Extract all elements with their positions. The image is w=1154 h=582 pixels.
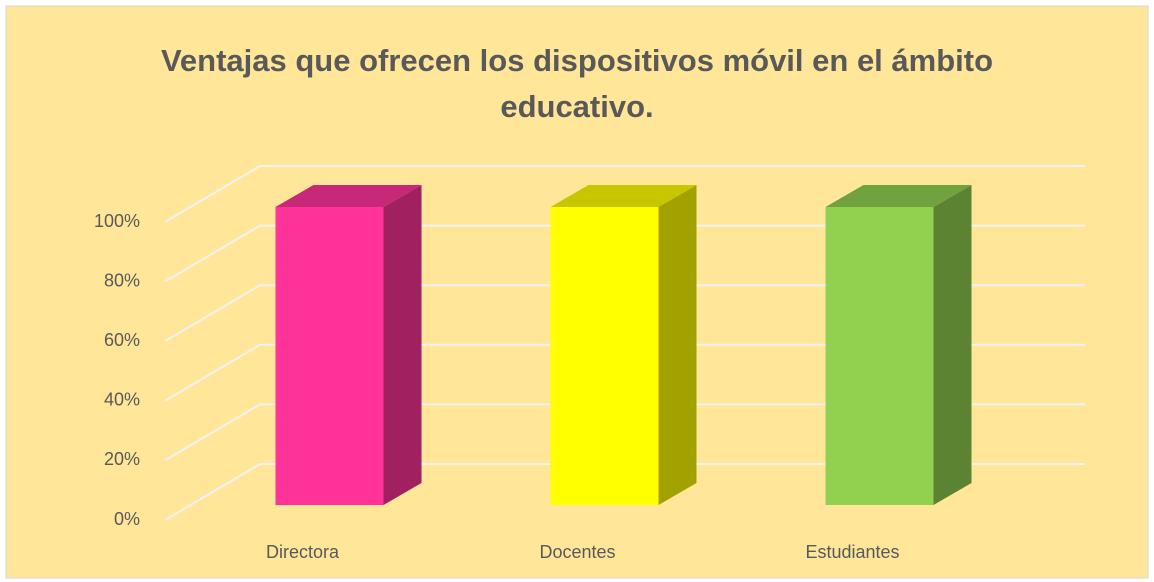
y-tick-label: 80% xyxy=(104,270,140,290)
y-tick-label: 0% xyxy=(114,509,140,529)
grid-line xyxy=(164,343,1085,402)
grid-line xyxy=(164,224,1085,283)
bar-top xyxy=(825,185,972,207)
grid-line xyxy=(164,284,1085,343)
y-tick-label: 20% xyxy=(104,449,140,469)
chart-title: Ventajas que ofrecen los dispositivos mó… xyxy=(160,43,994,124)
bar xyxy=(550,207,659,505)
y-tick-label: 60% xyxy=(104,330,140,350)
bar-side xyxy=(383,185,422,505)
bar-top xyxy=(550,185,697,207)
bar-top xyxy=(275,185,422,207)
grid-line xyxy=(164,403,1085,462)
bar-side xyxy=(658,185,697,505)
y-tick-label: 40% xyxy=(104,390,140,410)
y-tick-label: 100% xyxy=(94,211,140,231)
x-tick-label: Estudiantes xyxy=(805,542,899,562)
grid-line xyxy=(164,463,1085,521)
x-tick-label: Directora xyxy=(266,542,340,562)
grid-line xyxy=(164,165,1085,223)
x-tick-label: Docentes xyxy=(539,542,615,562)
bar xyxy=(275,207,384,505)
bar-side xyxy=(933,185,972,505)
bar xyxy=(825,207,934,505)
